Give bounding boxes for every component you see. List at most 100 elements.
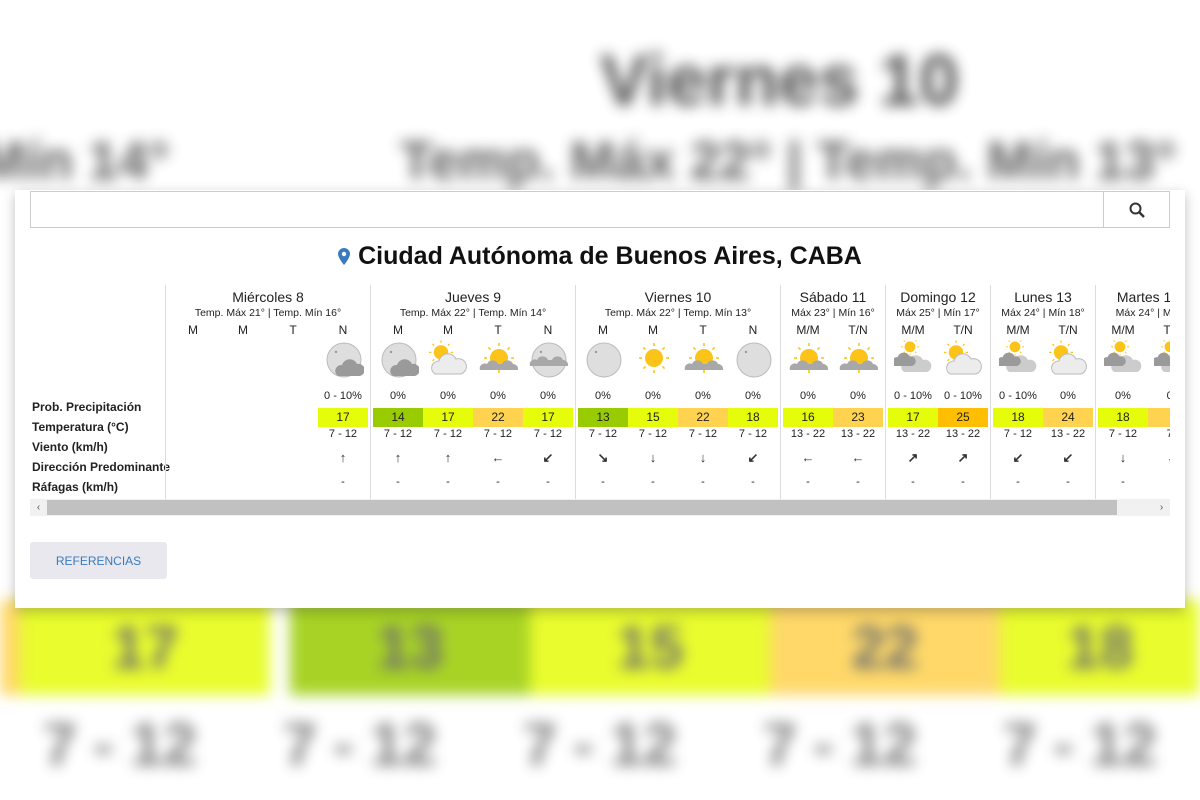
temperature-cell: 16 xyxy=(783,408,833,427)
forecast-card: Ciudad Autónoma de Buenos Aires, CABA Pr… xyxy=(15,190,1185,608)
precipitation-probability: 0% xyxy=(540,390,556,402)
period-column: M/M 0 - 10% 18 7 - 12 ↙ - xyxy=(993,323,1043,498)
temperature-cell: 15 xyxy=(628,408,678,427)
day-summary: Máx 24° | Mín 18° xyxy=(1001,307,1085,319)
search-icon xyxy=(1129,202,1145,218)
bg-wind: 7 - 12 xyxy=(43,711,197,778)
bg-wind: 7 - 12 xyxy=(283,711,437,778)
period-label: M xyxy=(393,323,403,337)
day-name: Martes 14 xyxy=(1116,289,1170,305)
wind-direction-arrow-icon: ↑ xyxy=(394,450,402,465)
references-button[interactable]: REFERENCIAS xyxy=(30,542,167,579)
period-column: M/M 0% 18 7 - 12 ↓ - xyxy=(1098,323,1148,498)
day-name: Lunes 13 xyxy=(1014,289,1072,305)
night-clear-icon xyxy=(584,340,624,380)
bg-wind: 7 - 12 xyxy=(1003,711,1157,778)
sun-behind-cloud-icon xyxy=(684,340,724,380)
gusts-value: - xyxy=(856,476,860,488)
location-title: Ciudad Autónoma de Buenos Aires, CABA xyxy=(15,242,1185,271)
wind-speed: 7 - 12 xyxy=(433,428,463,440)
wind-direction-arrow-icon: ↑ xyxy=(339,450,347,465)
period-column: M 0% 15 7 - 12 ↓ - xyxy=(628,323,678,498)
bg-temp: 17 xyxy=(20,600,270,695)
label-precipitation: Prob. Precipitación xyxy=(32,400,142,414)
bg-temp: 18 xyxy=(1000,600,1200,695)
precipitation-probability: 0 - 10% xyxy=(999,390,1037,402)
period-label: M xyxy=(188,323,198,337)
wind-direction-arrow-icon: ↙ xyxy=(1062,450,1074,465)
precipitation-probability: 0% xyxy=(800,390,816,402)
bg-temp: 13 xyxy=(290,600,530,695)
wind-speed: 7 - 12 xyxy=(1003,428,1033,440)
gusts-value: - xyxy=(341,476,345,488)
precipitation-probability: 0 - 10% xyxy=(324,390,362,402)
bg-wind-row: 7 - 12 7 - 12 7 - 12 7 - 12 7 - 12 xyxy=(0,710,1200,779)
temperature-cell: 17 xyxy=(888,408,938,427)
gusts-value: - xyxy=(1121,476,1125,488)
day-column: Martes 14 Máx 24° | Mín M/M 0% 18 7 - 12 … xyxy=(1095,285,1170,500)
period-column: N 0% 17 7 - 12 ↙ - xyxy=(523,323,573,498)
scroll-right-arrow[interactable]: › xyxy=(1159,502,1164,513)
horizontal-scrollbar[interactable]: ‹ › xyxy=(30,499,1170,516)
cloudy-sun-icon xyxy=(1102,337,1144,380)
wind-direction-arrow-icon: ↑ xyxy=(444,450,452,465)
wind-direction-arrow-icon: ↓ xyxy=(649,450,657,465)
bg-temp: 22 xyxy=(770,600,1000,695)
gusts-value: - xyxy=(651,476,655,488)
search-button[interactable] xyxy=(1103,192,1169,227)
temperature-cell: 17 xyxy=(523,408,573,427)
precipitation-probability: 0% xyxy=(850,390,866,402)
bg-heading: Viernes 10 xyxy=(600,41,959,121)
day-name: Miércoles 8 xyxy=(232,289,304,305)
wind-speed: 13 - 22 xyxy=(790,428,826,440)
temperature-cell: 22 xyxy=(678,408,728,427)
wind-speed: 7 - 12 xyxy=(638,428,668,440)
period-column: M xyxy=(168,323,218,498)
period-label: T/N xyxy=(848,323,868,337)
bg-temp-band: 17 13 15 22 18 xyxy=(0,600,1200,695)
sun-behind-cloud-icon xyxy=(839,340,879,380)
wind-direction-arrow-icon: ← xyxy=(1148,450,1171,465)
gusts-value: - xyxy=(701,476,705,488)
wind-speed: 7 - 12 xyxy=(588,428,618,440)
period-label: T/N xyxy=(1058,323,1078,337)
label-gusts: Ráfagas (km/h) xyxy=(32,480,119,494)
temperature-cell: 18 xyxy=(993,408,1043,427)
scroll-left-arrow[interactable]: ‹ xyxy=(36,502,41,513)
night-cloudy-icon xyxy=(379,340,420,380)
period-column: M 0% 13 7 - 12 ↘ - xyxy=(578,323,628,498)
night-partly-cloudy-icon xyxy=(529,340,569,380)
bg-wind: 7 - 12 xyxy=(523,711,677,778)
wind-direction-arrow-icon: ↙ xyxy=(1012,450,1024,465)
period-label: N xyxy=(338,323,348,337)
temperature-cell: 13 xyxy=(578,408,628,427)
scrollbar-thumb[interactable] xyxy=(47,500,1117,515)
period-column: T/N 0 - 10% 25 13 - 22 ↗ - xyxy=(938,323,988,498)
period-column: M 0% 17 7 - 12 ↑ - xyxy=(423,323,473,498)
temperature-cell: 18 xyxy=(728,408,778,427)
period-column: T/N 0% 23 13 - 22 ← - xyxy=(833,323,883,498)
gusts-value: - xyxy=(546,476,550,488)
sun-behind-cloud-icon xyxy=(479,340,519,380)
period-column: N 0% 18 7 - 12 ↙ - xyxy=(728,323,778,498)
day-column: Miércoles 8 Temp. Máx 21° | Temp. Mín 16… xyxy=(165,285,370,500)
gusts-value: - xyxy=(911,476,915,488)
gusts-value: - xyxy=(806,476,810,488)
gusts-value: - xyxy=(961,476,965,488)
precipitation-probability: 0 - 10% xyxy=(894,390,932,402)
wind-direction-arrow-icon: ↗ xyxy=(957,450,969,465)
search-input[interactable] xyxy=(31,192,1103,227)
gusts-value: - xyxy=(1016,476,1020,488)
wind-speed: 13 - 22 xyxy=(895,428,931,440)
day-summary: Máx 23° | Mín 16° xyxy=(791,307,875,319)
wind-direction-arrow-icon: ↗ xyxy=(907,450,919,465)
precipitation-probability: 0% xyxy=(595,390,611,402)
temperature-cell: 23 xyxy=(833,408,883,427)
period-column: T 0% 22 7 - 12 ← - xyxy=(473,323,523,498)
temperature-cell: 2 xyxy=(1148,408,1170,427)
precipitation-probability: 0% xyxy=(1060,390,1076,402)
temperature-cell: 22 xyxy=(473,408,523,427)
wind-direction-arrow-icon: ↘ xyxy=(597,450,609,465)
wind-direction-arrow-icon: ↓ xyxy=(699,450,707,465)
